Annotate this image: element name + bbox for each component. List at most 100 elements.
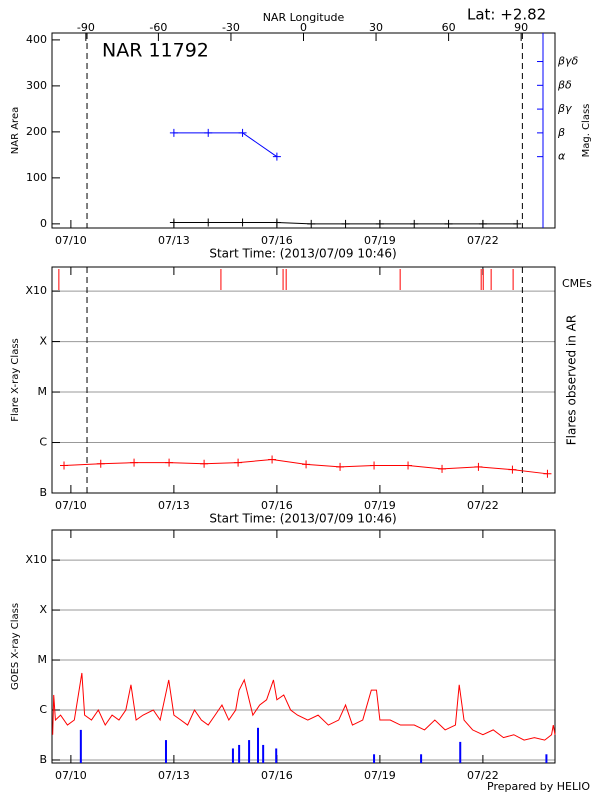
bar	[248, 740, 251, 763]
x-tick-label: 07/16	[261, 499, 293, 512]
point-marker	[165, 458, 174, 467]
y2-tick-label: βγδ	[557, 55, 579, 68]
event-label: CMEs	[562, 277, 592, 290]
x-tick-label: 07/10	[55, 234, 87, 247]
x-axis-label: Start Time: (2013/07/09 10:46)	[209, 512, 396, 526]
point-marker	[200, 459, 209, 468]
y-tick-label: C	[39, 703, 47, 716]
x2-tick-label: -90	[77, 21, 95, 34]
y-tick-label: 300	[26, 79, 47, 92]
y-tick-label: 200	[26, 125, 47, 138]
y2-tick-label: α	[558, 150, 566, 163]
y2-axis-label: Mag. Class	[581, 104, 592, 158]
point-marker	[370, 461, 379, 470]
point-marker	[444, 219, 453, 228]
x-tick-label: 07/10	[55, 499, 87, 512]
y-axis-label: NAR Area	[10, 107, 21, 154]
point-marker	[336, 462, 345, 471]
point-marker	[234, 458, 243, 467]
bar	[373, 754, 376, 763]
point-marker	[169, 218, 178, 227]
series-line	[52, 672, 556, 741]
x-tick-label: 07/22	[467, 499, 499, 512]
point-marker	[130, 458, 139, 467]
point-marker	[302, 460, 311, 469]
y-tick-label: C	[39, 436, 47, 449]
point-marker	[478, 219, 487, 228]
x2-tick-label: -60	[149, 21, 167, 34]
point-marker	[204, 128, 213, 137]
point-marker	[404, 461, 413, 470]
y-tick-label: X10	[25, 284, 47, 297]
footer: Prepared by HELIO	[487, 780, 590, 793]
y-tick-label: X	[39, 603, 47, 616]
point-marker	[410, 219, 419, 228]
bar	[79, 729, 82, 763]
point-marker	[96, 459, 105, 468]
y2-tick-label: β	[557, 126, 565, 139]
point-marker	[474, 462, 483, 471]
annotation: Lat: +2.82	[467, 6, 546, 24]
point-marker	[238, 218, 247, 227]
point-marker	[60, 461, 69, 470]
bar	[420, 754, 423, 763]
bar	[231, 748, 234, 763]
plot-frame	[51, 529, 556, 764]
point-marker	[169, 128, 178, 137]
plot-frame	[51, 266, 556, 494]
y-tick-label: M	[38, 385, 48, 398]
y-tick-label: X10	[25, 553, 47, 566]
y-tick-label: B	[39, 486, 47, 499]
y-tick-label: M	[38, 653, 48, 666]
x-tick-label: 07/22	[467, 769, 499, 782]
x-tick-label: 07/16	[261, 234, 293, 247]
point-marker	[307, 219, 316, 228]
x-tick-label: 07/19	[364, 234, 396, 247]
y2-tick-label: βδ	[557, 78, 572, 91]
y-tick-label: 100	[26, 171, 47, 184]
x-axis-label: Start Time: (2013/07/09 10:46)	[209, 247, 396, 261]
point-marker	[268, 455, 277, 464]
x2-tick-label: 30	[369, 21, 383, 34]
plot-frame	[51, 32, 556, 229]
y2-axis-label: Flares observed in AR	[565, 315, 579, 445]
bar	[459, 741, 462, 763]
point-marker	[272, 218, 281, 227]
x-tick-label: 07/13	[158, 234, 190, 247]
x-tick-label: 07/16	[261, 769, 293, 782]
x-tick-label: 07/13	[158, 769, 190, 782]
panel-title: NAR 11792	[102, 40, 209, 62]
series-line	[173, 132, 278, 158]
y-axis-label: GOES X-ray Class	[10, 603, 21, 690]
x2-tick-label: -30	[222, 21, 240, 34]
bar	[164, 740, 167, 763]
x-tick-label: 07/19	[364, 769, 396, 782]
point-marker	[438, 464, 447, 473]
point-marker	[204, 218, 213, 227]
x2-axis-label: NAR Longitude	[263, 11, 345, 24]
bar	[275, 748, 278, 763]
bar	[545, 754, 548, 763]
point-marker	[341, 219, 350, 228]
x2-tick-label: 90	[514, 21, 528, 34]
y-tick-label: 400	[26, 33, 47, 46]
y-tick-label: 0	[40, 217, 47, 230]
bar	[238, 744, 241, 763]
x2-tick-label: 60	[442, 21, 456, 34]
y-axis-label: Flare X-ray Class	[10, 338, 21, 422]
x-tick-label: 07/19	[364, 499, 396, 512]
bar	[262, 744, 265, 763]
point-marker	[513, 219, 522, 228]
x-tick-label: 07/22	[467, 234, 499, 247]
y2-tick-label: βγ	[557, 102, 572, 115]
point-marker	[508, 465, 517, 474]
point-marker	[543, 469, 552, 478]
point-marker	[375, 219, 384, 228]
x-tick-label: 07/13	[158, 499, 190, 512]
y-tick-label: B	[39, 753, 47, 766]
point-marker	[272, 152, 281, 161]
bar	[257, 727, 260, 763]
x2-tick-label: 0	[300, 21, 307, 34]
